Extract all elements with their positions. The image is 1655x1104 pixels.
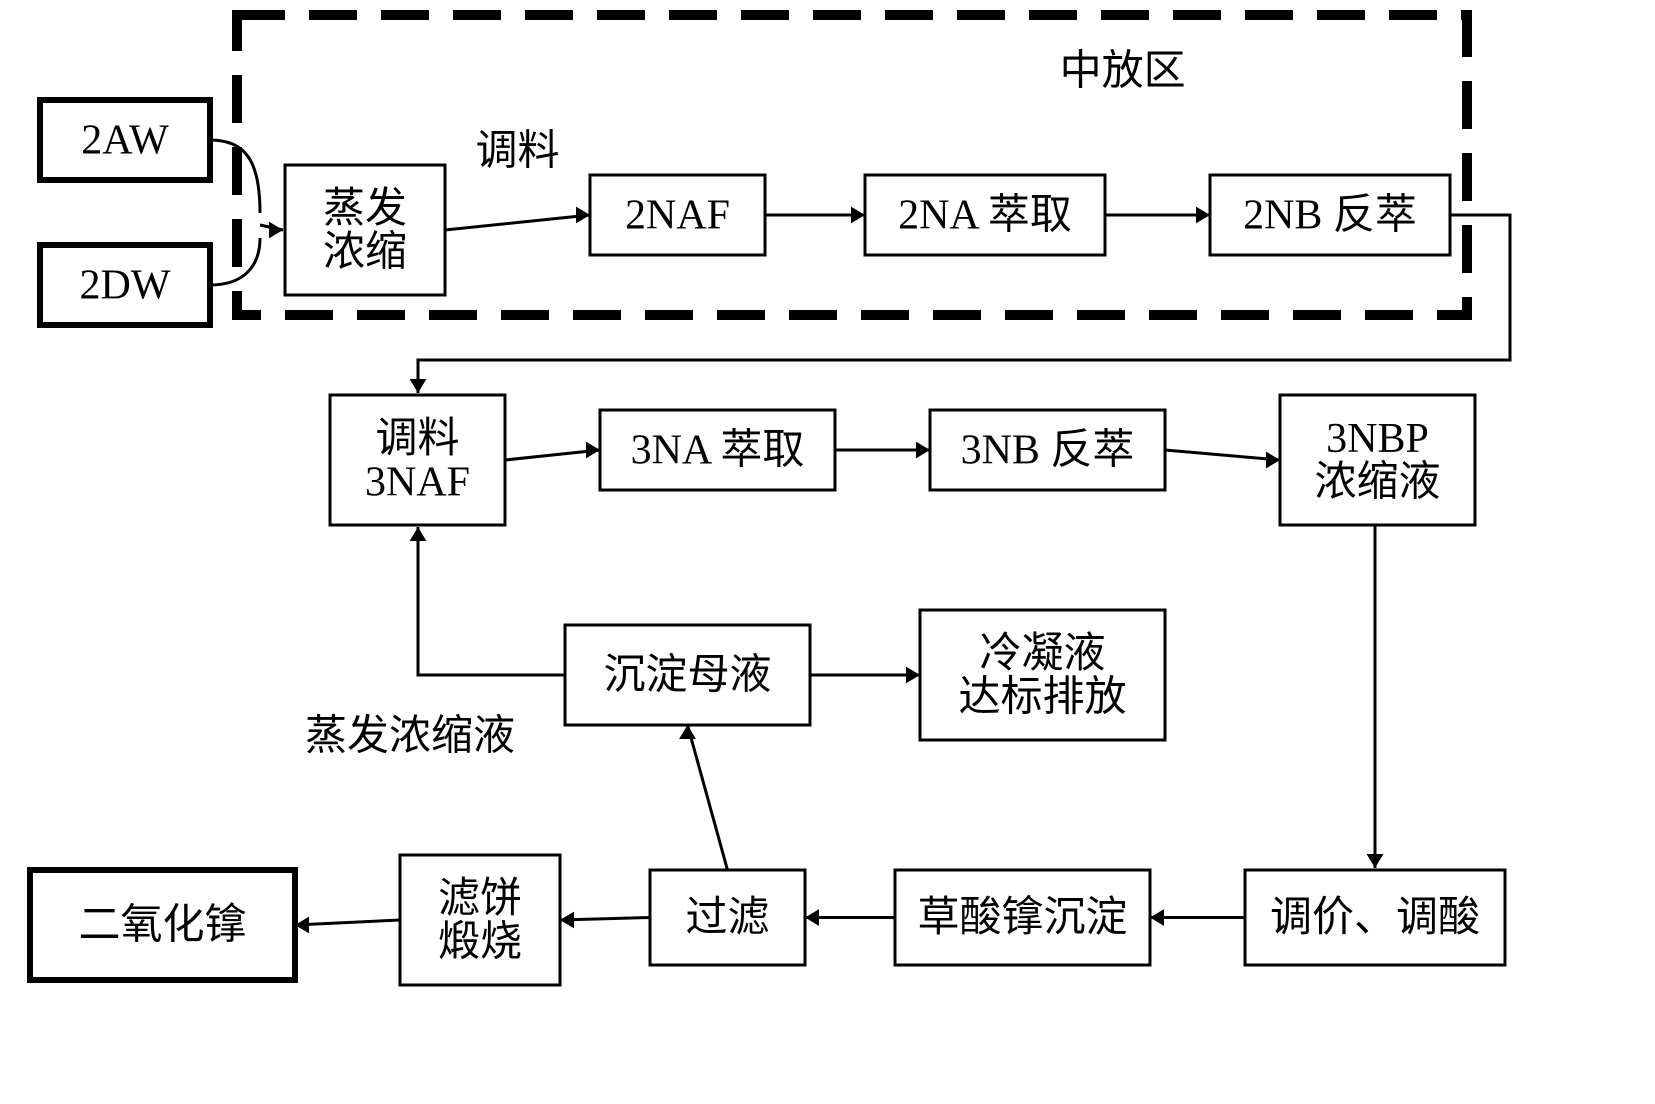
label-evap-0: 蒸发 [323, 186, 407, 232]
box-nb3: 3NB 反萃 [930, 410, 1165, 490]
box-dw: 2DW [40, 245, 210, 325]
box-nb2: 2NB 反萃 [1210, 175, 1450, 255]
label-nb3-0: 3NB 反萃 [961, 428, 1135, 474]
label-nbp3-0: 3NBP [1326, 416, 1429, 462]
arrow-evap-naf2 [445, 215, 590, 230]
box-filter: 过滤 [650, 870, 805, 965]
arrow-cake-npo2 [295, 920, 400, 925]
box-na2: 2NA 萃取 [865, 175, 1105, 255]
arrow-filter-mother [688, 725, 728, 870]
label-cond-0: 冷凝液 [979, 631, 1105, 677]
polyarrow-2 [418, 527, 565, 675]
box-naf3: 调料3NAF [330, 395, 505, 525]
box-nbp3: 3NBP浓缩液 [1280, 395, 1475, 525]
box-precip: 草酸镎沉淀 [895, 870, 1150, 965]
label-cake-0: 滤饼 [438, 876, 522, 922]
label-dw-0: 2DW [80, 263, 171, 309]
label-evap-conc: 蒸发浓缩液 [305, 714, 515, 760]
box-aw: 2AW [40, 100, 210, 180]
arrow-naf3-na3 [505, 450, 600, 460]
region-label: 中放区 [1060, 49, 1186, 95]
label-nbp3-1: 浓缩液 [1314, 459, 1440, 505]
arrow-nb3-nbp3 [1165, 450, 1280, 460]
label-filter-0: 过滤 [685, 895, 769, 941]
label-evap-1: 浓缩 [323, 229, 407, 275]
box-naf2: 2NAF [590, 175, 765, 255]
label-tiaoliao: 调料 [475, 129, 559, 175]
box-cond: 冷凝液达标排放 [920, 610, 1165, 740]
box-na3: 3NA 萃取 [600, 410, 835, 490]
label-na3-0: 3NA 萃取 [631, 428, 805, 474]
label-nb2-0: 2NB 反萃 [1243, 193, 1417, 239]
label-na2-0: 2NA 萃取 [898, 193, 1072, 239]
label-cake-1: 煅烧 [438, 919, 522, 965]
box-mother: 沉淀母液 [565, 625, 810, 725]
box-npo2: 二氧化镎 [30, 870, 295, 980]
box-cake: 滤饼煅烧 [400, 855, 560, 985]
label-adjust-0: 调价、调酸 [1270, 895, 1480, 941]
label-naf3-1: 3NAF [365, 459, 470, 505]
label-naf2-0: 2NAF [625, 193, 730, 239]
label-aw-0: 2AW [81, 118, 169, 164]
label-mother-0: 沉淀母液 [603, 653, 771, 699]
box-adjust: 调价、调酸 [1245, 870, 1505, 965]
label-cond-1: 达标排放 [958, 674, 1126, 720]
label-precip-0: 草酸镎沉淀 [917, 894, 1127, 941]
label-naf3-0: 调料 [375, 416, 459, 462]
box-evap: 蒸发浓缩 [285, 165, 445, 295]
label-npo2-0: 二氧化镎 [78, 902, 246, 949]
